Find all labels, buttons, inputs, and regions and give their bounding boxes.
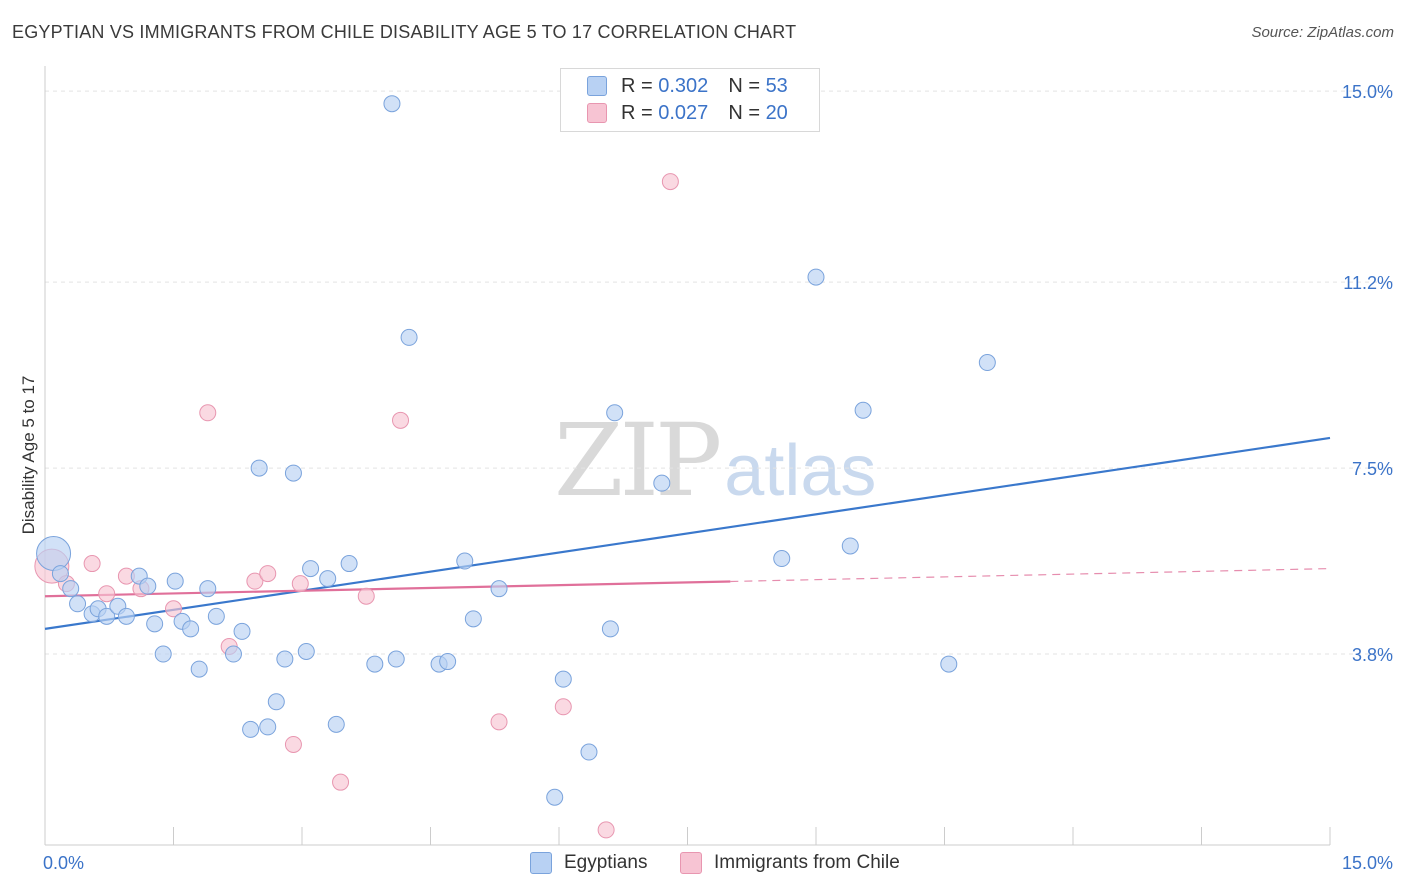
- egyptian-point: [302, 560, 320, 578]
- y-tick-label: 15.0%: [1342, 82, 1393, 102]
- chile-point: [98, 585, 116, 603]
- series-label-egyptians: Egyptians: [564, 852, 648, 873]
- chile-point: [165, 600, 182, 618]
- egyptian-point: [233, 622, 251, 640]
- chile-point: [661, 173, 679, 191]
- chile-point: [332, 773, 350, 791]
- egyptian-point: [98, 607, 116, 625]
- egyptian-point: [139, 577, 157, 595]
- egyptian-point: [439, 653, 457, 671]
- legend-r-value: 0.302: [658, 74, 709, 97]
- egyptian-point: [606, 404, 624, 422]
- legend-n-label: N =: [728, 74, 760, 97]
- egyptian-point: [653, 474, 671, 492]
- egyptian-point: [154, 645, 172, 663]
- legend-r-label: R =: [621, 101, 653, 124]
- x-tick-label: 0.0%: [43, 853, 84, 873]
- chile-point: [554, 698, 572, 716]
- y-axis-label: Disability Age 5 to 17: [19, 376, 38, 535]
- egyptian-point: [207, 607, 225, 625]
- egyptian-point: [319, 570, 337, 588]
- egyptian-point: [456, 552, 474, 570]
- egyptian-point: [190, 660, 208, 678]
- egyptian-point: [383, 95, 401, 113]
- chile-point: [284, 735, 302, 753]
- egyptian-point: [490, 580, 508, 598]
- egyptian-point: [807, 268, 825, 286]
- egyptian-point: [940, 655, 958, 673]
- chile-point: [259, 565, 277, 583]
- egyptians-trend-line: [44, 436, 1331, 630]
- egyptian-point: [199, 580, 217, 598]
- source-label: Source: ZipAtlas.com: [1251, 24, 1394, 41]
- correlation-legend: R = 0.302 N = 53 R = 0.027 N = 20: [560, 68, 820, 132]
- chile-point: [83, 555, 101, 573]
- egyptian-point: [400, 328, 418, 346]
- egyptian-point: [601, 620, 619, 638]
- trend-lines: [44, 436, 1331, 630]
- legend-n-value: 20: [765, 101, 788, 124]
- egyptian-point: [464, 610, 482, 628]
- egyptian-point: [773, 550, 791, 568]
- chile-point: [246, 572, 264, 590]
- y-tick-label: 7.5%: [1352, 459, 1393, 479]
- chile-point: [490, 713, 508, 731]
- chile-trend-line: [44, 580, 731, 598]
- egyptian-point: [36, 536, 72, 572]
- y-tick-label: 11.2%: [1343, 273, 1393, 293]
- axes: [44, 66, 1331, 846]
- egyptian-point: [284, 464, 302, 482]
- chile-point: [199, 404, 217, 422]
- legend-swatch-egyptians: [587, 76, 607, 96]
- egyptian-point: [978, 354, 996, 372]
- legend-row-chile: R = 0.027 N = 20: [587, 102, 788, 124]
- egyptian-point: [387, 650, 405, 668]
- egyptian-point: [276, 650, 294, 668]
- egyptian-point: [146, 615, 164, 633]
- egyptian-point: [297, 643, 315, 661]
- egyptian-point: [546, 788, 564, 806]
- chile-point: [357, 587, 375, 605]
- egyptian-point: [51, 565, 69, 583]
- egyptian-point: [340, 555, 358, 573]
- x-tick-label: 15.0%: [1342, 853, 1393, 873]
- chart-title: EGYPTIAN VS IMMIGRANTS FROM CHILE DISABI…: [12, 22, 797, 42]
- chile-point: [291, 575, 309, 593]
- egyptian-point: [259, 718, 277, 736]
- egyptian-point: [62, 580, 80, 598]
- egyptian-point: [554, 670, 572, 688]
- chile-point: [392, 411, 410, 429]
- egyptian-point: [224, 645, 242, 663]
- egyptian-point: [242, 720, 260, 738]
- legend-n-value: 53: [765, 74, 788, 97]
- egyptian-point: [166, 572, 184, 590]
- series-legend-egyptians: Egyptians: [530, 852, 647, 874]
- legend-r-label: R =: [621, 74, 653, 97]
- chile-point: [597, 821, 615, 839]
- legend-swatch-chile: [587, 103, 607, 123]
- egyptian-point: [327, 715, 345, 733]
- tick-labels: 3.8% 7.5% 11.2% 15.0% 0.0% 15.0%: [43, 82, 1393, 873]
- egyptian-point: [267, 693, 285, 711]
- chile-trend-line-dashed: [730, 567, 1331, 583]
- egyptian-point: [69, 595, 87, 613]
- y-tick-label: 3.8%: [1352, 645, 1393, 665]
- series-swatch-chile: [680, 852, 702, 874]
- series-swatch-egyptians: [530, 852, 552, 874]
- series-legend-chile: Immigrants from Chile: [680, 852, 900, 874]
- egyptian-point: [841, 537, 859, 555]
- gridlines: [45, 90, 1395, 655]
- legend-n-label: N =: [728, 101, 760, 124]
- egyptian-point: [117, 607, 135, 625]
- legend-r-value: 0.027: [658, 101, 709, 124]
- egyptian-point: [366, 655, 384, 673]
- egyptian-point: [854, 401, 872, 419]
- egyptian-point: [250, 459, 268, 477]
- data-points: [34, 95, 996, 839]
- legend-row-egyptians: R = 0.302 N = 53: [587, 75, 788, 97]
- series-label-chile: Immigrants from Chile: [714, 852, 900, 873]
- egyptian-point: [580, 743, 598, 761]
- egyptian-point: [182, 620, 200, 638]
